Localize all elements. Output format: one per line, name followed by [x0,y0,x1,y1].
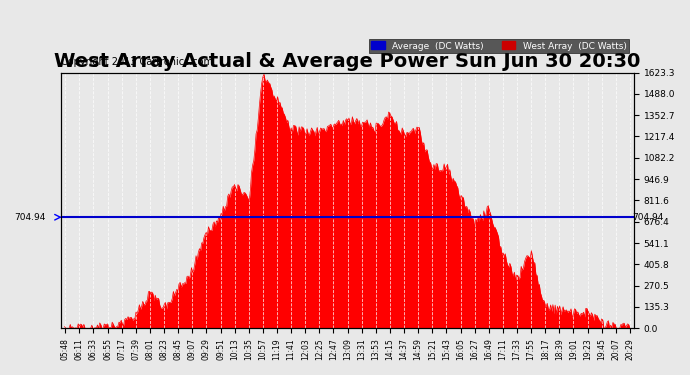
Title: West Array Actual & Average Power Sun Jun 30 20:30: West Array Actual & Average Power Sun Ju… [54,52,640,71]
Text: Copyright 2013 Cartronics.com: Copyright 2013 Cartronics.com [61,57,213,68]
Legend: Average  (DC Watts), West Array  (DC Watts): Average (DC Watts), West Array (DC Watts… [368,39,629,53]
Text: 704.94: 704.94 [14,213,46,222]
Text: 704.94: 704.94 [632,213,663,222]
